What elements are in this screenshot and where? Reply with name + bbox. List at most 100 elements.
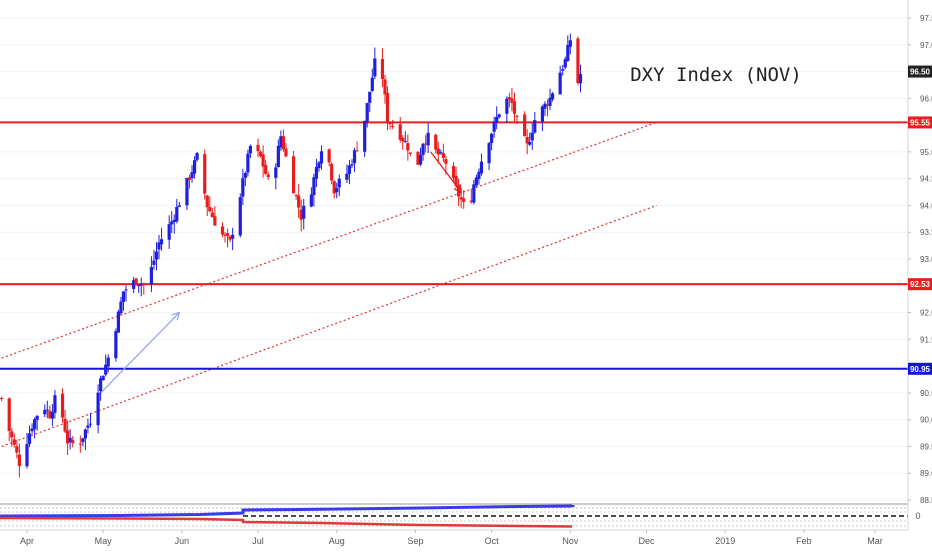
candle-body — [132, 280, 136, 289]
candle-body — [177, 205, 181, 207]
y-tick-label: 94.00 — [920, 201, 932, 210]
candle-body — [114, 331, 118, 359]
candle-body — [88, 423, 93, 425]
x-tick-label: Nov — [562, 536, 579, 546]
indicator-axis-label: 0 — [915, 511, 920, 521]
x-tick-label: Oct — [485, 536, 500, 546]
candle-body — [190, 172, 194, 179]
candle-body — [385, 93, 390, 124]
candle-body — [439, 152, 443, 154]
candle-body — [345, 173, 349, 180]
x-tick-label: Mar — [867, 536, 883, 546]
candle-body — [495, 116, 499, 123]
price-tag-box — [908, 116, 932, 129]
x-tick-label: Jun — [175, 536, 190, 546]
candle-body — [297, 195, 301, 208]
y-tick-label: 93.00 — [920, 255, 932, 264]
candle-body — [335, 188, 339, 193]
candle-body — [477, 171, 481, 179]
candle-body — [137, 285, 141, 287]
candle-body — [134, 278, 138, 285]
x-tick-label: Dec — [638, 536, 655, 546]
candle-body — [576, 38, 580, 84]
y-tick-label: 92.00 — [920, 309, 932, 318]
candle-body — [96, 392, 100, 426]
candle-body — [17, 454, 21, 466]
candle-body — [314, 166, 319, 179]
candle-body — [241, 178, 245, 197]
candle-body — [205, 195, 209, 208]
candle-body — [512, 101, 517, 114]
candle-body — [350, 164, 354, 166]
candle-body — [279, 136, 283, 148]
candle-body — [121, 291, 126, 302]
candle-body — [220, 226, 225, 235]
candle-body — [106, 357, 110, 367]
candle-body — [261, 154, 265, 167]
candle-body — [332, 181, 336, 194]
candle-body — [192, 160, 197, 174]
candle-body — [510, 98, 514, 103]
candle-body — [294, 195, 298, 197]
candle-body — [35, 415, 39, 420]
candle-body — [401, 137, 405, 142]
candle-body — [154, 251, 159, 260]
y-tick-label: 89.50 — [920, 442, 932, 451]
candle-body — [172, 219, 176, 223]
candle-body — [312, 177, 316, 196]
candle-body — [490, 133, 494, 144]
candle-body — [213, 216, 217, 226]
candle-body — [525, 137, 529, 144]
candle-body — [309, 194, 313, 207]
candle-body — [545, 104, 550, 106]
candle-body — [459, 197, 463, 200]
candle-body — [383, 79, 387, 95]
candle-body — [149, 266, 154, 285]
candle-body — [563, 59, 567, 68]
candle-body — [142, 284, 146, 286]
candle-body — [68, 437, 72, 443]
candle-body — [515, 115, 519, 117]
candle-body — [462, 198, 466, 202]
candle-body — [12, 439, 16, 445]
candle-body — [454, 175, 458, 186]
candle-body — [228, 236, 232, 240]
candle-body — [33, 419, 37, 430]
candle-body — [507, 97, 511, 100]
arrow-line — [97, 312, 180, 397]
candle-body — [530, 132, 534, 141]
candle-body — [327, 149, 331, 163]
candle-body — [104, 364, 108, 375]
candle-body — [101, 376, 105, 381]
candle-body — [319, 151, 324, 164]
y-tick-label: 90.50 — [920, 389, 932, 398]
price-tag-label: 92.53 — [910, 280, 931, 289]
candle-body — [157, 242, 161, 250]
candle-body — [187, 177, 192, 180]
price-tag-box — [908, 278, 932, 291]
candle-body — [505, 98, 509, 114]
candle-body — [317, 162, 321, 169]
candle-body — [27, 433, 32, 444]
candle-body — [492, 121, 496, 132]
candle-body — [50, 412, 54, 419]
candle-body — [540, 106, 545, 122]
candle-body — [444, 159, 448, 164]
candle-body — [472, 184, 476, 203]
candle-body — [48, 410, 52, 419]
candle-body — [185, 178, 189, 206]
price-tag-label: 96.50 — [910, 68, 931, 77]
x-tick-label: Apr — [20, 536, 34, 546]
candle-body — [352, 150, 357, 164]
candle-body — [258, 151, 263, 157]
indicator-blue-line — [0, 504, 573, 518]
arrow-head — [171, 311, 181, 321]
candle-body — [578, 74, 583, 84]
candle-body — [63, 418, 67, 432]
candle-body — [550, 93, 555, 100]
candle-body — [548, 97, 552, 106]
candle-body — [380, 59, 385, 80]
candle-body — [487, 143, 491, 164]
x-tick-label: Sep — [407, 536, 423, 546]
